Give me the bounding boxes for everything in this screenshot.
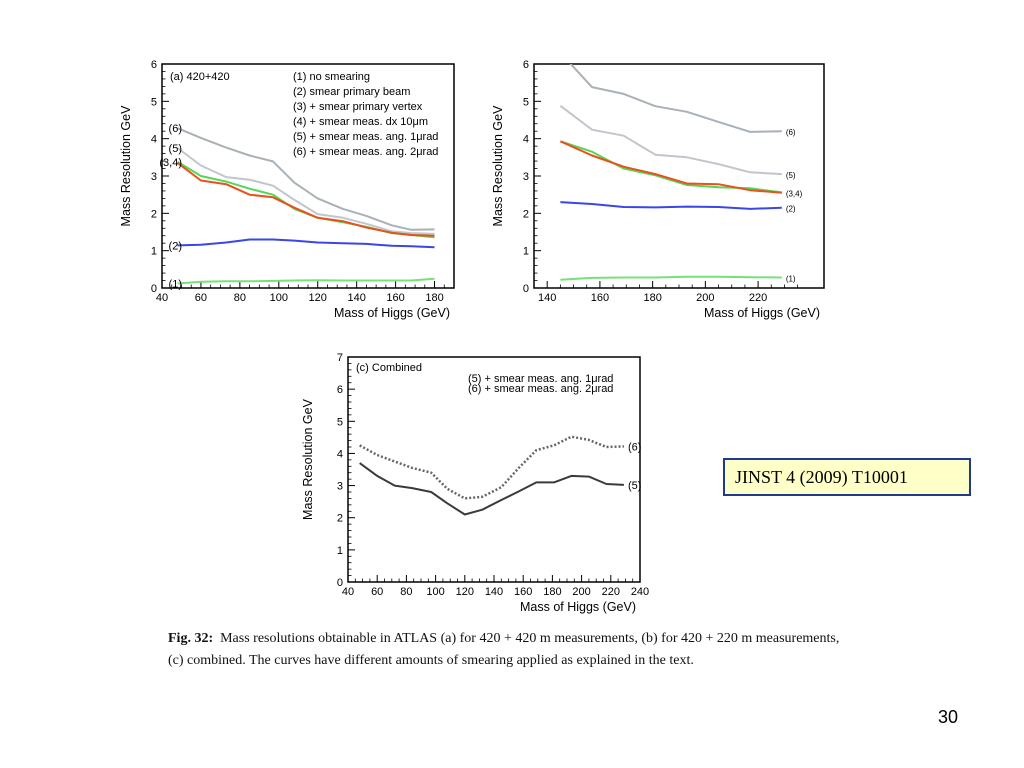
panel-label: (a) 420+420 [170, 71, 230, 83]
legend-entry: (4) + smear meas. dx 10μm [293, 116, 428, 128]
series-line [560, 140, 782, 194]
y-tick-label: 5 [337, 416, 343, 428]
y-tick-label: 0 [151, 283, 157, 295]
y-axis-label: Mass Resolution GeV [491, 105, 505, 227]
y-axis-label: Mass Resolution GeV [301, 398, 315, 520]
legend-entry: (2) smear primary beam [293, 86, 410, 98]
x-tick-label: 160 [514, 586, 532, 598]
figure-caption: Fig. 32: Mass resolutions obtainable in … [168, 628, 840, 672]
series-label: (6) [169, 123, 182, 135]
y-tick-label: 4 [337, 448, 343, 460]
y-tick-label: 2 [151, 208, 157, 220]
y-tick-label: 3 [523, 171, 529, 183]
x-tick-label: 220 [749, 292, 767, 304]
series-line [359, 435, 624, 500]
x-tick-label: 200 [696, 292, 714, 304]
y-tick-label: 0 [337, 577, 343, 589]
series-label: (2) [169, 240, 182, 252]
x-tick-label: 100 [426, 586, 444, 598]
series-label: (6) [628, 441, 641, 453]
y-tick-label: 5 [523, 96, 529, 108]
x-tick-label: 80 [234, 292, 246, 304]
y-tick-label: 1 [151, 246, 157, 258]
x-axis-label: Mass of Higgs (GeV) [334, 306, 450, 320]
caption-fig-label: Fig. 32: [168, 631, 214, 646]
chart-panel-a: 0 1 2 3 4 5 6 40 60 80 100 120 140 160 180 Mass of Higg… [119, 59, 455, 320]
x-tick-label: 60 [371, 586, 383, 598]
plot-frame [533, 63, 825, 289]
series-line [176, 162, 435, 237]
y-tick-label: 6 [337, 384, 343, 396]
y-tick-label: 3 [337, 481, 343, 493]
series-line [177, 277, 435, 285]
panel-label: (c) Combined [356, 362, 422, 374]
y-tick-label: 7 [337, 352, 343, 364]
series-line [559, 105, 782, 176]
series-line [569, 64, 782, 133]
series-label: (3,4) [159, 157, 182, 169]
caption-text: Mass resolutions obtainable in ATLAS (a)… [168, 631, 840, 668]
x-tick-label: 180 [543, 586, 561, 598]
x-tick-label: 160 [591, 292, 609, 304]
chart-panel-c: 0 1 2 3 4 5 6 7 40 60 80 100 120 140 160 180 200 220 240 Ma… [301, 352, 649, 614]
y-tick-label: 1 [337, 545, 343, 557]
y-tick-label: 1 [523, 246, 529, 258]
x-tick-label: 240 [631, 586, 649, 598]
reference-box: JINST 4 (2009) T10001 [723, 458, 971, 496]
x-tick-label: 180 [425, 292, 443, 304]
series-label: (2) [786, 205, 796, 214]
legend-entry: (6) + smear meas. ang. 2μrad [468, 383, 613, 395]
x-tick-label: 60 [195, 292, 207, 304]
x-tick-label: 120 [309, 292, 327, 304]
series-line [176, 147, 435, 235]
y-tick-label: 2 [337, 513, 343, 525]
x-tick-label: 100 [270, 292, 288, 304]
legend-entry: (5) + smear meas. ang. 1μrad [293, 131, 438, 143]
y-tick-label: 2 [523, 208, 529, 220]
series-line [560, 275, 782, 281]
x-axis-label: Mass of Higgs (GeV) [704, 306, 820, 320]
series-line [359, 462, 624, 516]
x-tick-label: 200 [572, 586, 590, 598]
y-tick-label: 5 [151, 96, 157, 108]
x-tick-label: 140 [538, 292, 556, 304]
y-tick-label: 4 [523, 134, 529, 146]
legend-entry: (5) + smear meas. ang. 1μrad [468, 373, 613, 385]
series-line [177, 127, 435, 231]
series-label: (6) [786, 128, 796, 137]
x-tick-label: 80 [400, 586, 412, 598]
y-tick-label: 6 [151, 59, 157, 71]
series-line [177, 238, 435, 249]
legend-entry: (1) no smearing [293, 71, 370, 83]
legend-entry: (3) + smear primary vertex [293, 101, 423, 113]
y-tick-label: 4 [151, 134, 157, 146]
series-line [559, 140, 782, 194]
x-tick-label: 220 [602, 586, 620, 598]
reference-text: JINST 4 (2009) T10001 [735, 467, 908, 487]
x-tick-label: 120 [456, 586, 474, 598]
y-tick-label: 0 [523, 283, 529, 295]
series-label: (5) [628, 480, 641, 492]
chart-panel-b: 0 1 2 3 4 5 6 140 160 180 200 220 Mass of Higgs (GeV… [491, 59, 825, 320]
series-line [560, 201, 782, 210]
series-label: (5) [169, 143, 182, 155]
series-label: (5) [786, 171, 796, 180]
series-label: (1) [169, 279, 182, 291]
x-tick-label: 160 [386, 292, 404, 304]
x-tick-label: 40 [156, 292, 168, 304]
y-tick-label: 6 [523, 59, 529, 71]
x-tick-label: 180 [643, 292, 661, 304]
series-label: (3,4) [786, 189, 803, 198]
x-tick-label: 40 [342, 586, 354, 598]
x-axis-label: Mass of Higgs (GeV) [520, 600, 636, 614]
y-tick-label: 3 [151, 171, 157, 183]
x-tick-label: 140 [485, 586, 503, 598]
legend-entry: (6) + smear meas. ang. 2μrad [293, 146, 438, 158]
y-axis-label: Mass Resolution GeV [119, 105, 133, 227]
page-number: 30 [938, 707, 959, 727]
series-label: (1) [786, 275, 796, 284]
x-tick-label: 140 [347, 292, 365, 304]
